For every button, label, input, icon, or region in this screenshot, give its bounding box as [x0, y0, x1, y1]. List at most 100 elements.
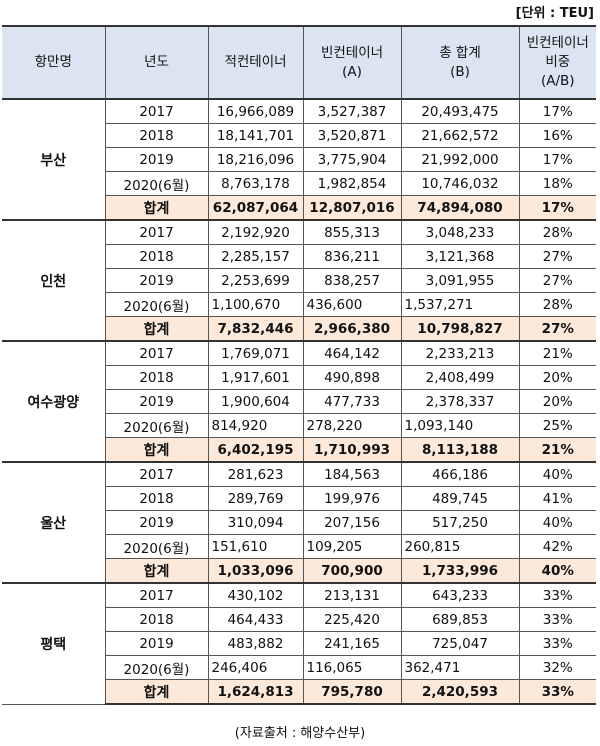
empty-container-cell: 241,165: [302, 631, 402, 656]
total-cell: 643,233: [400, 582, 520, 608]
full-container-cell: 483,882: [207, 631, 304, 656]
total-cell: 21,992,000: [400, 147, 520, 172]
table-row: 부산 2017 16,966,089 3,527,387 20,493,475 17%: [2, 98, 596, 221]
total-cell: 2,408,499: [400, 365, 520, 390]
empty-container-cell: 3,520,871: [302, 123, 402, 148]
empty-container-cell: 207,156: [302, 510, 402, 535]
port-name: 울산: [2, 461, 106, 584]
sum-empty-container: 700,900: [302, 558, 402, 584]
year-cell: 2018: [104, 123, 209, 148]
year-cell: 2018: [104, 607, 209, 632]
year-cell: 2018: [104, 486, 209, 511]
full-container-cell: 246,406: [207, 655, 304, 680]
full-container-cell: 1,900,604: [207, 389, 304, 414]
sum-total: 8,113,188: [400, 437, 520, 463]
header-empty-ratio: 빈컨테이너 비중 (A/B): [518, 25, 596, 100]
empty-container-cell: 836,211: [302, 244, 402, 269]
port-name: 인천: [2, 219, 106, 342]
total-cell: 362,471: [400, 655, 520, 680]
table-row: 2020(6월) 1,100,670 436,600 1,537,271 28%: [2, 292, 596, 317]
table-row: 2020(6월) 8,763,178 1,982,854 10,746,032 18%: [2, 171, 596, 196]
empty-container-cell: 225,420: [302, 607, 402, 632]
sum-total: 10,798,827: [400, 316, 520, 342]
ratio-cell: 28%: [518, 292, 596, 317]
table-row: 2019 483,882 241,165 725,047 33%: [2, 631, 596, 656]
empty-container-cell: 213,131: [302, 582, 402, 608]
table-row: 2019 2,253,699 838,257 3,091,955 27%: [2, 268, 596, 293]
header-full-container: 적컨테이너: [207, 25, 304, 100]
sum-total: 2,420,593: [400, 679, 520, 705]
table-row: 2018 1,917,601 490,898 2,408,499 20%: [2, 365, 596, 390]
port-name: 부산: [2, 98, 106, 221]
table-row: 울산 2017 281,623 184,563 466,186 40%: [2, 461, 596, 584]
table-row: 2019 310,094 207,156 517,250 40%: [2, 510, 596, 535]
sum-ratio: 17%: [518, 195, 596, 221]
table-row: 인천 2017 2,192,920 855,313 3,048,233 28%: [2, 219, 596, 342]
sum-ratio: 33%: [518, 679, 596, 705]
total-cell: 725,047: [400, 631, 520, 656]
sum-empty-container: 1,710,993: [302, 437, 402, 463]
year-cell: 2020(6월): [104, 413, 209, 438]
empty-container-cell: 3,775,904: [302, 147, 402, 172]
full-container-cell: 8,763,178: [207, 171, 304, 196]
total-cell: 21,662,572: [400, 123, 520, 148]
source-note: (자료출처 : 해양수산부): [234, 726, 366, 741]
sum-label: 합계: [104, 316, 209, 342]
ratio-cell: 25%: [518, 413, 596, 438]
port-name: 여수광양: [2, 340, 106, 463]
total-cell: 2,233,213: [400, 340, 520, 366]
year-cell: 2017: [104, 219, 209, 245]
total-cell: 2,378,337: [400, 389, 520, 414]
header-year: 년도: [104, 25, 209, 100]
total-cell: 689,853: [400, 607, 520, 632]
sum-full-container: 1,033,096: [207, 558, 304, 584]
year-cell: 2020(6월): [104, 171, 209, 196]
sum-row: 합계 7,832,446 2,966,380 10,798,827 27%: [2, 316, 596, 342]
sum-full-container: 62,087,064: [207, 195, 304, 221]
ratio-cell: 17%: [518, 147, 596, 172]
sum-empty-container: 12,807,016: [302, 195, 402, 221]
full-container-cell: 281,623: [207, 461, 304, 487]
port-name: 평택: [2, 582, 106, 705]
table-row: 2020(6월) 151,610 109,205 260,815 42%: [2, 534, 596, 559]
sum-ratio: 27%: [518, 316, 596, 342]
total-cell: 1,537,271: [400, 292, 520, 317]
year-cell: 2020(6월): [104, 292, 209, 317]
empty-container-cell: 477,733: [302, 389, 402, 414]
table-row: 2019 1,900,604 477,733 2,378,337 20%: [2, 389, 596, 414]
container-stats-table: 항만명 년도 적컨테이너 빈컨테이너 (A) 총 합계 (B) 빈컨테이너 비중…: [2, 25, 596, 705]
ratio-cell: 40%: [518, 510, 596, 535]
ratio-cell: 28%: [518, 219, 596, 245]
total-cell: 20,493,475: [400, 98, 520, 124]
year-cell: 2020(6월): [104, 534, 209, 559]
empty-container-cell: 109,205: [302, 534, 402, 559]
sum-label: 합계: [104, 437, 209, 463]
table-row: 2018 18,141,701 3,520,871 21,662,572 16%: [2, 123, 596, 148]
ratio-cell: 41%: [518, 486, 596, 511]
full-container-cell: 16,966,089: [207, 98, 304, 124]
sum-ratio: 21%: [518, 437, 596, 463]
total-cell: 260,815: [400, 534, 520, 559]
ratio-cell: 40%: [518, 461, 596, 487]
sum-empty-container: 795,780: [302, 679, 402, 705]
full-container-cell: 18,141,701: [207, 123, 304, 148]
empty-container-cell: 3,527,387: [302, 98, 402, 124]
full-container-cell: 814,920: [207, 413, 304, 438]
table-header-row: 항만명 년도 적컨테이너 빈컨테이너 (A) 총 합계 (B) 빈컨테이너 비중…: [2, 25, 596, 100]
ratio-cell: 32%: [518, 655, 596, 680]
header-total: 총 합계 (B): [400, 25, 520, 100]
table-row: 2020(6월) 246,406 116,065 362,471 32%: [2, 655, 596, 680]
sum-empty-container: 2,966,380: [302, 316, 402, 342]
ratio-cell: 33%: [518, 631, 596, 656]
year-cell: 2019: [104, 268, 209, 293]
sum-full-container: 6,402,195: [207, 437, 304, 463]
sum-label: 합계: [104, 679, 209, 705]
empty-container-cell: 464,142: [302, 340, 402, 366]
sum-row: 합계 62,087,064 12,807,016 74,894,080 17%: [2, 195, 596, 221]
empty-container-cell: 490,898: [302, 365, 402, 390]
table-body: 부산 2017 16,966,089 3,527,387 20,493,475 17% 20…: [2, 98, 596, 705]
total-cell: 466,186: [400, 461, 520, 487]
full-container-cell: 310,094: [207, 510, 304, 535]
total-cell: 10,746,032: [400, 171, 520, 196]
empty-container-cell: 436,600: [302, 292, 402, 317]
